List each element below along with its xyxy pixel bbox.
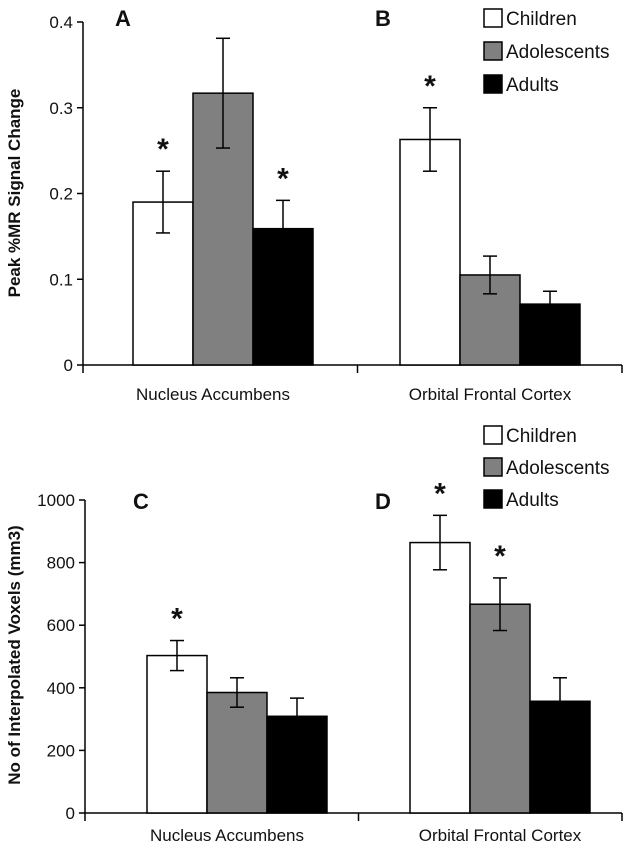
chart1-panel-label: B [375,6,391,31]
chart2-y-axis-label: No of Interpolated Voxels (mm3) [5,525,24,784]
chart1-y-tick-label: 0.1 [49,270,73,289]
chart1-y-tick-label: 0.2 [49,185,73,204]
chart1-legend-swatch [483,8,503,28]
chart2-significance-star: * [434,477,446,510]
chart2-bar-adolescents [469,603,531,814]
chart2-legend-swatch [483,489,503,509]
chart1-significance-star: * [277,162,289,195]
chart2-legend-label: Adolescents [506,458,610,479]
chart2-y-tick-label: 200 [47,741,75,760]
chart1-y-tick-label: 0.4 [49,13,73,32]
chart1-y-tick-label: 0.3 [49,99,73,118]
chart2-panel-label: C [133,489,149,514]
chart1-panel-label: A [115,6,131,31]
chart1-legend-label: Adults [506,75,559,96]
chart1-y-axis-label: Peak %MR Signal Change [5,89,24,298]
chart1-significance-star: * [157,133,169,166]
chart2-y-tick-label: 400 [47,679,75,698]
chart2-y-tick-label: 600 [47,616,75,635]
chart1-legend-swatch [483,41,503,61]
chart2-panel-label: D [375,489,391,514]
chart2-legend-swatch [483,457,503,477]
chart2-legend-swatch [483,425,503,445]
chart1-bar-children [399,138,461,366]
chart1-category-label: Orbital Frontal Cortex [409,385,572,404]
chart2-bar-children [409,541,471,814]
chart2-bar-children [146,654,208,814]
chart2-y-tick-label: 1000 [37,491,75,510]
chart2-bar-adolescents [206,691,268,814]
chart2-significance-star: * [494,540,506,573]
chart1-legend-label: Adolescents [506,42,610,63]
chart2-legend-label: Children [506,426,577,447]
chart2-category-label: Nucleus Accumbens [150,826,304,845]
chart2-legend-label: Adults [506,490,559,511]
chart2-y-tick-label: 0 [66,804,75,823]
chart1-legend-label: Children [506,9,577,30]
chart2-y-tick-label: 800 [47,554,75,573]
chart1-y-tick-label: 0 [64,356,73,375]
chart1-category-label: Nucleus Accumbens [136,385,290,404]
chart2-significance-star: * [171,603,183,636]
chart1-legend-swatch [483,74,503,94]
chart1-significance-star: * [424,70,436,103]
chart2-category-label: Orbital Frontal Cortex [419,826,582,845]
